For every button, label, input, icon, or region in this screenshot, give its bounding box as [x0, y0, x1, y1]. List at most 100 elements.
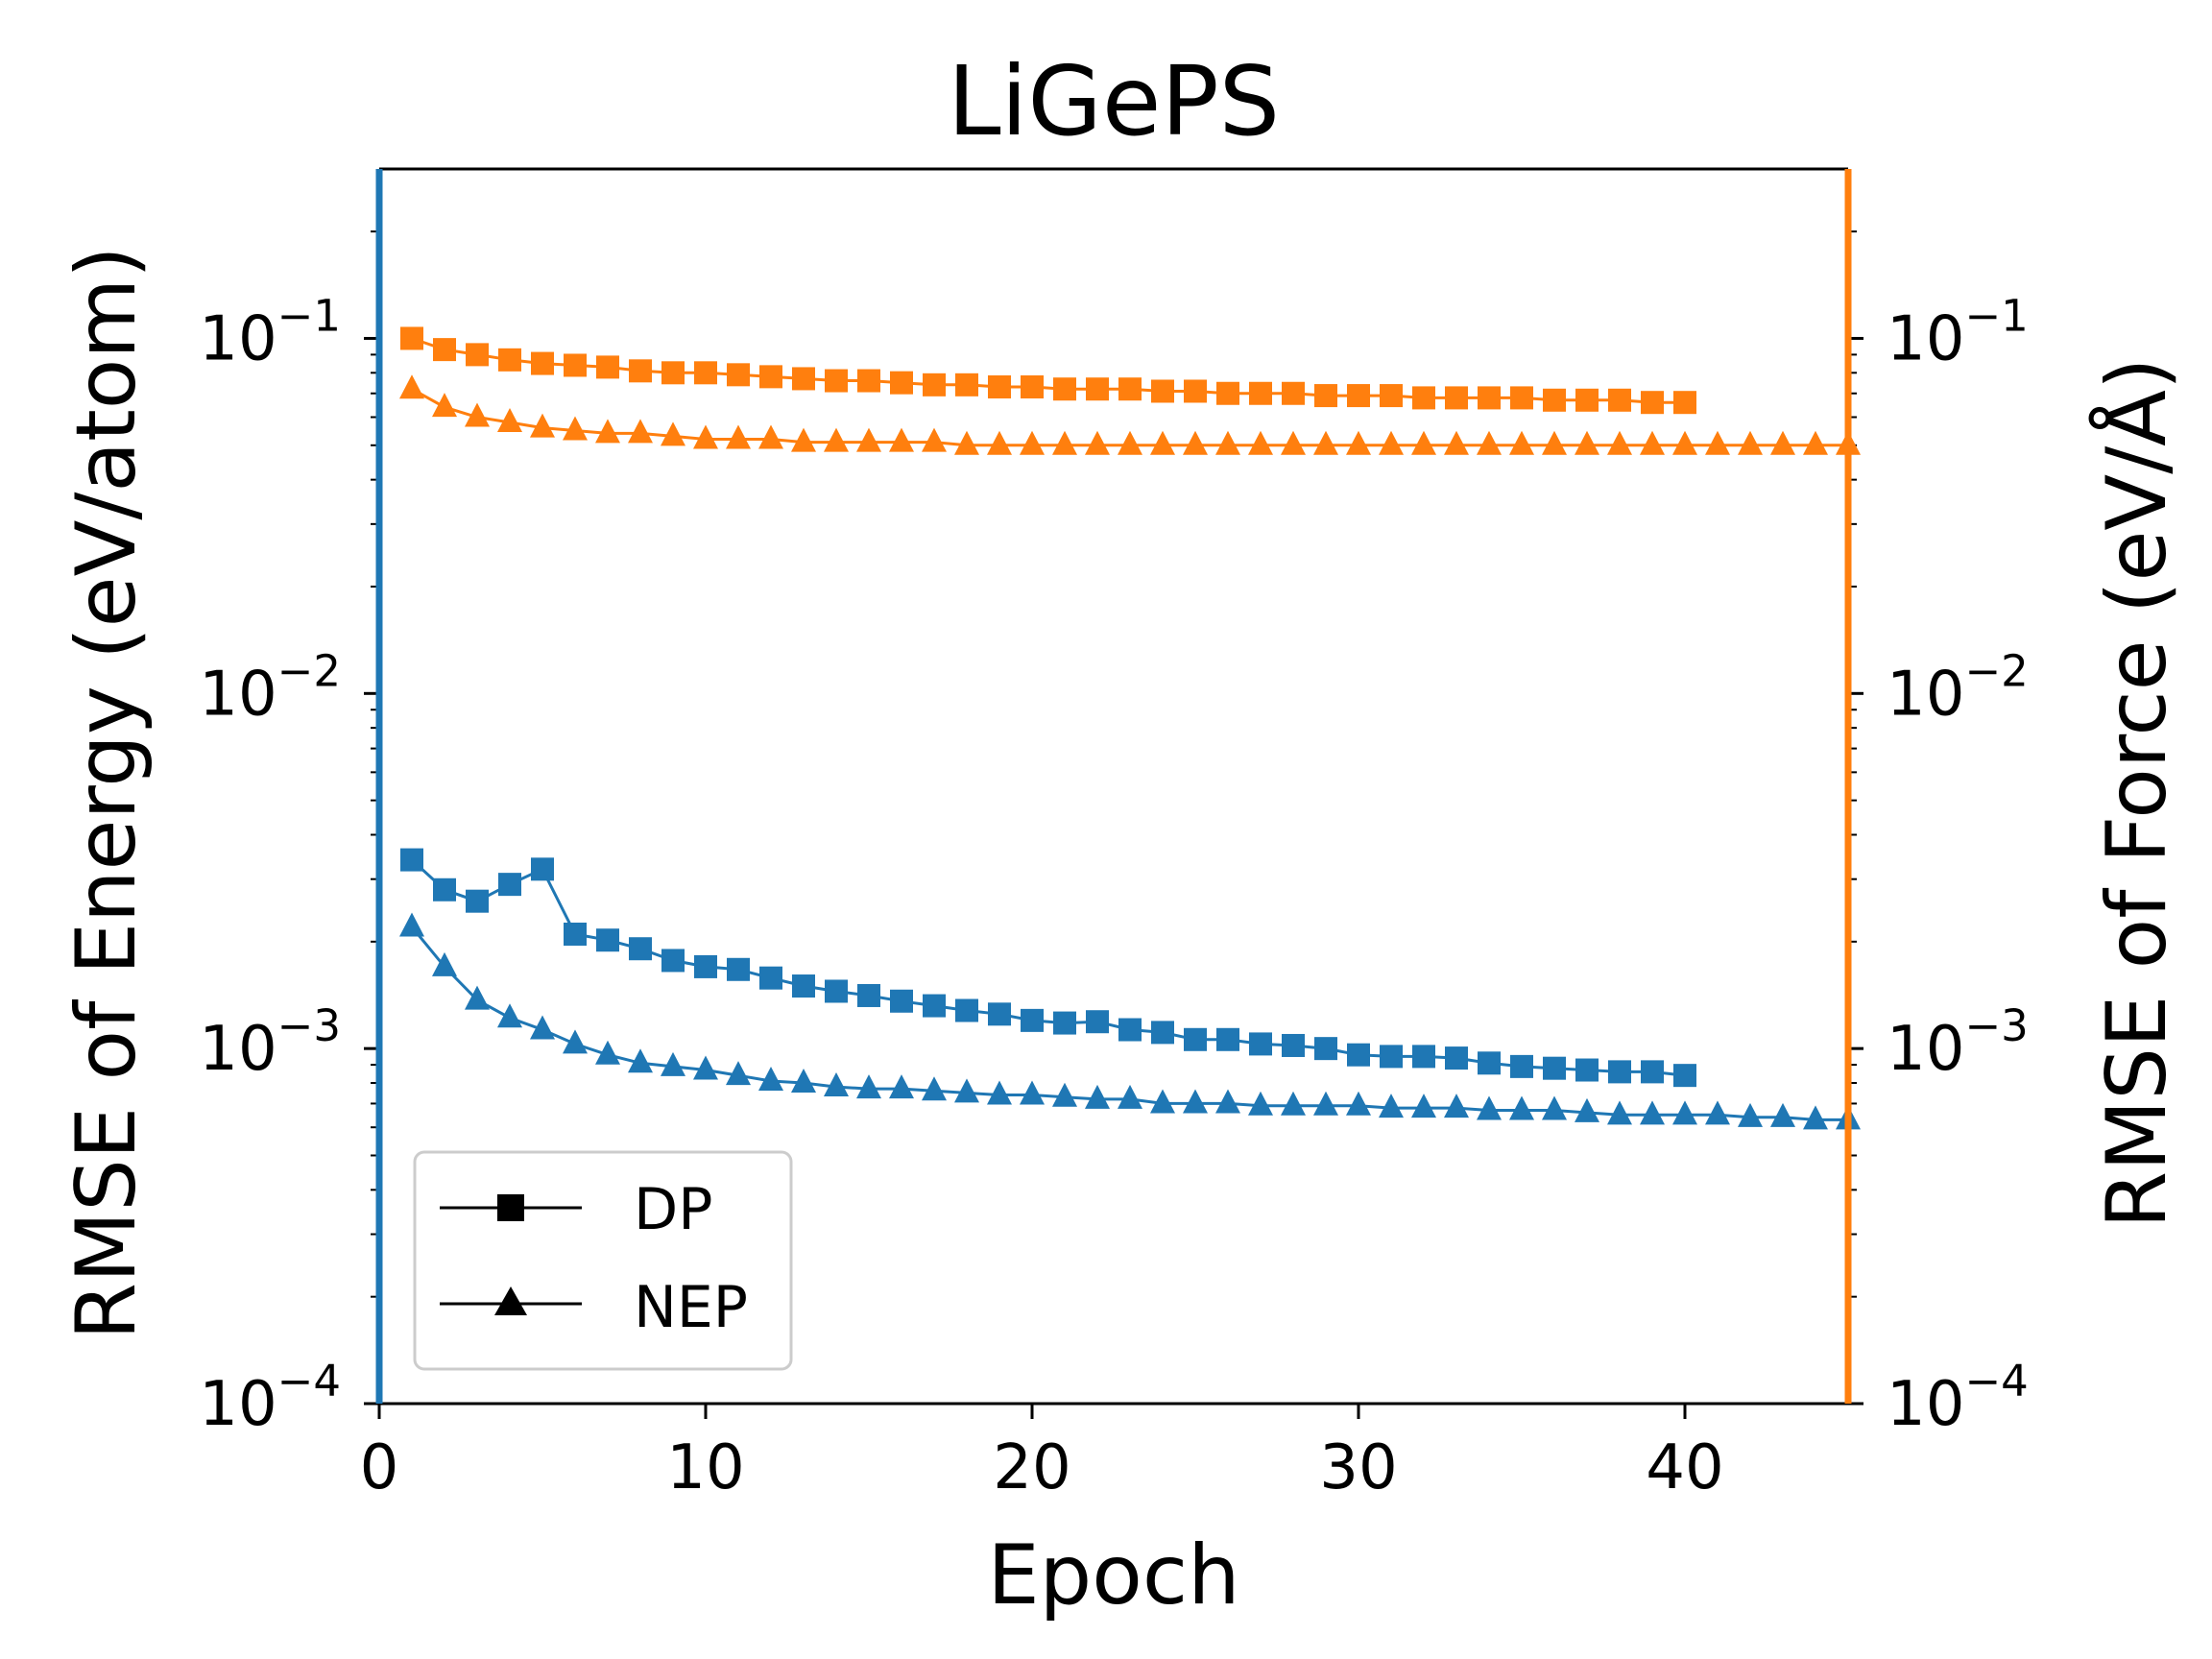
data-point-nep-force	[1672, 430, 1697, 455]
data-point-dp-force	[1543, 388, 1566, 412]
data-point-nep-force	[987, 430, 1012, 455]
y-tick-label-left: 10−1	[199, 290, 341, 374]
data-point-dp-energy	[1053, 1011, 1076, 1035]
data-point-dp-energy	[531, 857, 554, 881]
data-point-nep-energy	[1607, 1100, 1632, 1125]
data-point-dp-force	[1673, 391, 1696, 415]
data-point-nep-energy	[661, 1051, 685, 1076]
data-point-nep-energy	[1575, 1097, 1599, 1122]
data-point-nep-energy	[1150, 1089, 1175, 1114]
x-tick-label: 30	[1319, 1432, 1397, 1503]
data-point-nep-energy	[954, 1078, 979, 1103]
data-point-dp-energy	[988, 1002, 1011, 1026]
data-point-nep-force	[1346, 430, 1371, 455]
data-point-dp-energy	[433, 878, 456, 902]
data-point-nep-energy	[824, 1072, 849, 1097]
data-point-dp-energy	[596, 928, 619, 952]
data-point-dp-energy	[1543, 1056, 1566, 1080]
data-point-dp-force	[955, 373, 978, 397]
data-point-dp-force	[1118, 377, 1142, 401]
data-point-dp-energy	[1412, 1045, 1435, 1069]
data-point-dp-force	[1478, 386, 1501, 410]
data-point-dp-energy	[1445, 1046, 1468, 1070]
data-point-dp-force	[988, 375, 1011, 399]
data-point-dp-energy	[466, 889, 489, 913]
data-point-nep-force	[530, 413, 555, 438]
data-point-nep-energy	[595, 1040, 620, 1065]
data-point-nep-force	[465, 402, 490, 427]
data-point-dp-energy	[694, 954, 717, 978]
data-point-dp-energy	[498, 873, 521, 897]
data-point-nep-force	[432, 393, 457, 418]
data-point-nep-energy	[856, 1074, 881, 1099]
data-point-dp-energy	[825, 979, 848, 1003]
legend: DP NEP	[413, 1150, 793, 1371]
data-point-dp-force	[1151, 379, 1174, 403]
data-point-dp-force	[596, 355, 619, 379]
data-point-dp-force	[1641, 391, 1664, 415]
y-tick-label-right: 10−4	[1887, 1356, 2029, 1440]
data-point-dp-force	[759, 365, 782, 389]
data-point-dp-force	[629, 359, 652, 383]
data-point-dp-energy	[1021, 1008, 1044, 1032]
data-point-dp-force	[1445, 386, 1468, 410]
data-point-dp-force	[1380, 384, 1403, 408]
data-point-dp-energy	[1575, 1058, 1599, 1082]
data-point-nep-energy	[1183, 1089, 1208, 1114]
data-point-nep-force	[661, 421, 685, 446]
axis-ticks: 0 10 20 30 40 10−1 10−1 10−2 10−2 10−3 10−3 10−4 10−…	[199, 230, 2029, 1503]
data-point-dp-force	[890, 371, 913, 395]
data-point-dp-force	[531, 351, 554, 375]
data-point-dp-force	[1347, 384, 1370, 408]
data-point-dp-force	[466, 343, 489, 367]
data-point-nep-energy	[1803, 1105, 1828, 1130]
x-tick-label: 10	[666, 1432, 744, 1503]
data-point-dp-energy	[1184, 1027, 1207, 1051]
y-tick-label-right: 10−2	[1887, 645, 2029, 730]
data-point-nep-force	[1281, 430, 1306, 455]
data-point-dp-force	[792, 367, 815, 391]
data-point-nep-force	[1477, 430, 1502, 455]
data-point-dp-force	[1053, 377, 1076, 401]
series-layer	[399, 326, 1861, 1130]
data-point-nep-force	[399, 374, 424, 399]
data-point-dp-energy	[1151, 1021, 1174, 1045]
data-point-nep-energy	[1118, 1084, 1142, 1109]
data-point-nep-energy	[726, 1061, 751, 1086]
data-point-nep-energy	[1509, 1095, 1534, 1120]
data-point-nep-energy	[530, 1015, 555, 1040]
data-point-nep-energy	[1640, 1100, 1665, 1125]
y-tick-label-left: 10−2	[199, 645, 341, 730]
legend-label-dp: DP	[634, 1176, 712, 1243]
data-point-nep-energy	[1444, 1094, 1469, 1118]
data-point-nep-energy	[1052, 1082, 1077, 1107]
data-point-nep-force	[595, 419, 620, 444]
data-point-nep-force	[922, 427, 947, 452]
series-line-dp-force	[411, 337, 1685, 404]
data-point-dp-energy	[890, 989, 913, 1013]
data-point-dp-force	[857, 369, 880, 393]
data-point-nep-force	[791, 427, 816, 452]
x-axis-label: Epoch	[987, 1527, 1239, 1623]
data-point-nep-force	[1313, 430, 1338, 455]
data-point-nep-energy	[987, 1080, 1012, 1105]
data-point-nep-energy	[1672, 1100, 1697, 1125]
series-dp-force	[400, 326, 1696, 415]
data-point-dp-energy	[400, 848, 423, 872]
legend-square-marker	[497, 1194, 524, 1221]
data-point-nep-energy	[1770, 1102, 1795, 1127]
data-point-nep-force	[1803, 430, 1828, 455]
data-point-nep-energy	[399, 912, 424, 937]
data-point-nep-force	[1575, 430, 1599, 455]
data-point-nep-energy	[889, 1074, 914, 1099]
series-line-dp-energy	[410, 858, 1686, 1077]
data-point-dp-force	[1575, 388, 1599, 412]
data-point-nep-energy	[1477, 1095, 1502, 1120]
data-point-nep-energy	[1248, 1091, 1273, 1116]
data-point-nep-energy	[1738, 1102, 1763, 1127]
data-point-dp-force	[400, 326, 423, 350]
data-point-nep-force	[1640, 430, 1665, 455]
data-point-nep-force	[1542, 430, 1567, 455]
data-point-nep-force	[1215, 430, 1240, 455]
